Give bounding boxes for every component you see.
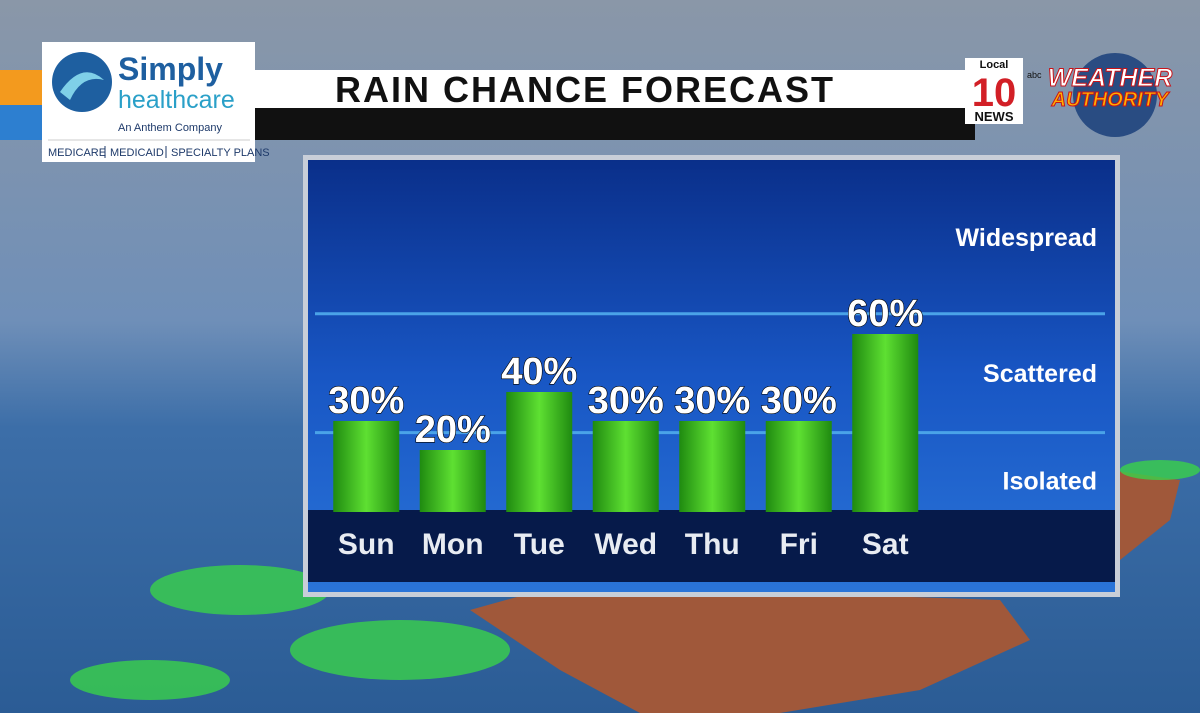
bar xyxy=(419,450,486,512)
bar xyxy=(506,392,573,512)
value-label: 20% xyxy=(415,409,491,451)
land xyxy=(470,585,1030,713)
sponsor-plan: MEDICAID xyxy=(110,147,164,159)
x-tick-label: Sat xyxy=(862,528,909,561)
x-tick-label: Tue xyxy=(514,528,565,561)
station-radar xyxy=(1073,53,1157,137)
station-local: Local xyxy=(980,59,1009,71)
station-brand: AUTHORITY xyxy=(1051,89,1170,111)
value-label: 30% xyxy=(328,380,404,422)
sponsor-plan: SPECIALTY PLANS xyxy=(171,147,270,159)
x-tick-label: Sun xyxy=(338,528,395,561)
header-bar xyxy=(255,108,975,140)
x-tick-label: Fri xyxy=(780,528,818,561)
chart-title: RAIN CHANCE FORECAST xyxy=(335,69,835,110)
bar xyxy=(592,421,659,512)
sponsor-logo xyxy=(60,72,104,100)
value-label: 30% xyxy=(588,380,664,422)
value-label: 60% xyxy=(847,293,923,335)
radar xyxy=(70,660,230,700)
band-label: Scattered xyxy=(983,360,1097,388)
station-logo xyxy=(965,58,1023,124)
sponsor-plan: MEDICARE xyxy=(48,147,106,159)
bar xyxy=(852,334,919,512)
sponsor-name: Simply xyxy=(118,51,223,87)
x-tick-label: Mon xyxy=(422,528,484,561)
header-bar xyxy=(255,70,975,108)
x-tick-label: Thu xyxy=(685,528,740,561)
bar xyxy=(765,421,832,512)
band-label: Isolated xyxy=(1003,467,1097,495)
x-tick-label: Wed xyxy=(594,528,657,561)
station-brand: WEATHER xyxy=(1048,64,1173,92)
station-number: 10 xyxy=(972,71,1017,115)
sponsor-tagline: An Anthem Company xyxy=(118,122,222,134)
station-news: NEWS xyxy=(975,109,1014,124)
radar xyxy=(1120,460,1200,480)
value-label: 30% xyxy=(761,380,837,422)
value-label: 30% xyxy=(674,380,750,422)
band-label: Widespread xyxy=(956,224,1097,252)
value-label: 40% xyxy=(501,351,577,393)
radar xyxy=(150,565,330,615)
radar xyxy=(290,620,510,680)
station-network: abc xyxy=(1027,70,1042,80)
sponsor-name: healthcare xyxy=(118,86,235,114)
bar xyxy=(679,421,746,512)
bar xyxy=(333,421,400,512)
axis-strip xyxy=(308,510,1115,582)
